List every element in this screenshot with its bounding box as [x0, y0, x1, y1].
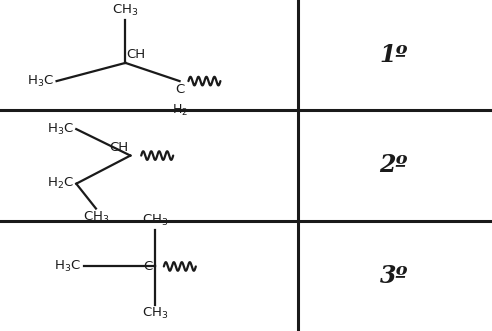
- Text: CH$_3$: CH$_3$: [83, 210, 109, 225]
- Text: C: C: [143, 260, 153, 273]
- Text: CH: CH: [126, 48, 146, 61]
- Text: 2º: 2º: [379, 154, 408, 177]
- Text: CH$_3$: CH$_3$: [142, 213, 168, 228]
- Text: H$_2$C: H$_2$C: [47, 176, 74, 191]
- Text: 1º: 1º: [379, 43, 408, 67]
- Text: H$_3$C: H$_3$C: [27, 73, 54, 89]
- Text: H$_2$: H$_2$: [172, 103, 187, 118]
- Text: H$_3$C: H$_3$C: [54, 259, 81, 274]
- Text: CH$_3$: CH$_3$: [112, 3, 139, 18]
- Text: CH$_3$: CH$_3$: [142, 306, 168, 321]
- Text: CH: CH: [109, 141, 128, 154]
- Text: 3º: 3º: [379, 264, 408, 288]
- Text: C: C: [175, 83, 184, 96]
- Text: H$_3$C: H$_3$C: [47, 121, 74, 137]
